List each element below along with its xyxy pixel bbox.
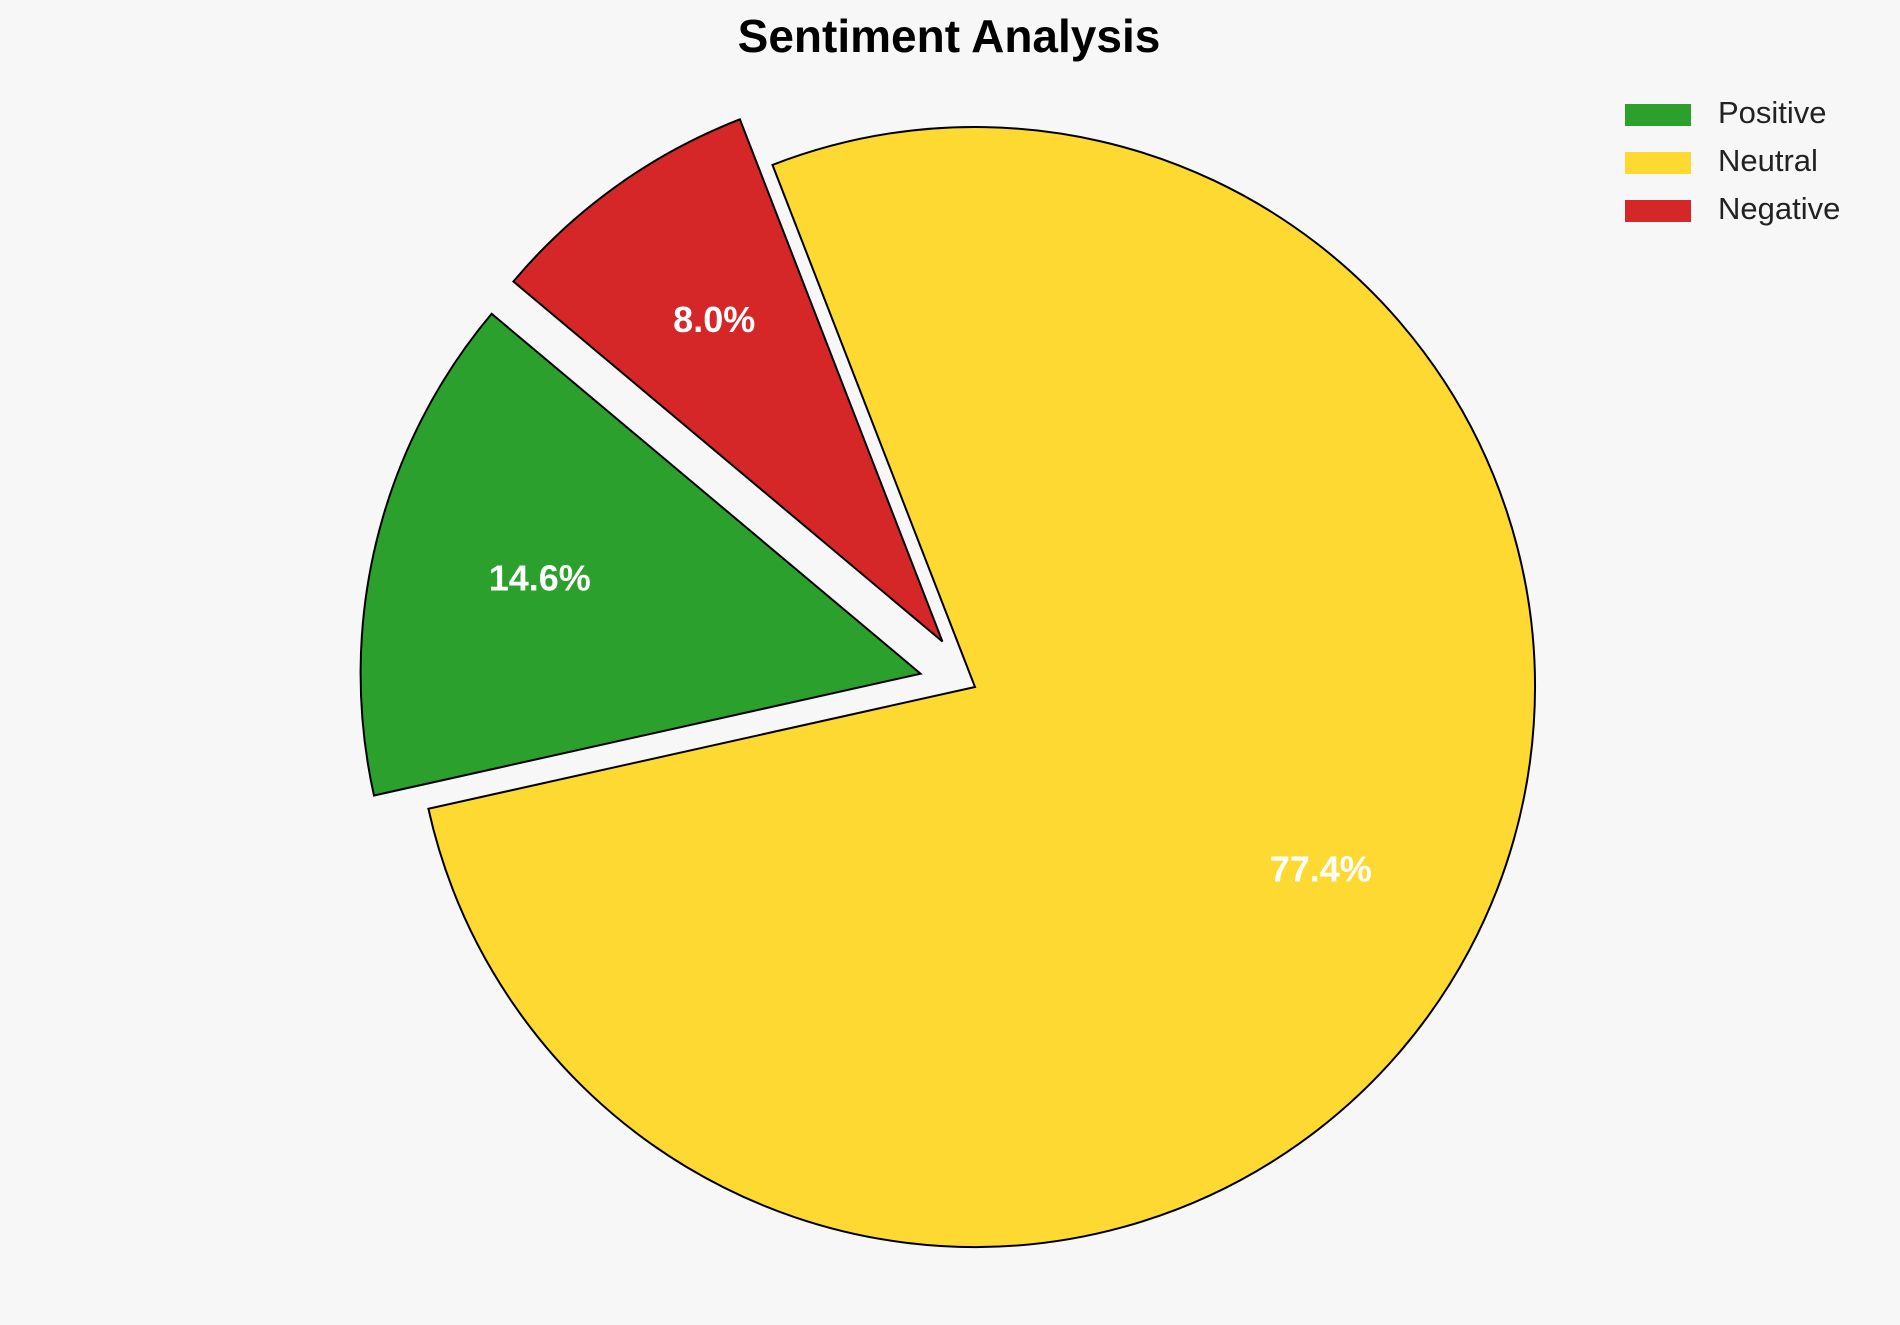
legend-label: Negative xyxy=(1718,191,1840,226)
pie-slice xyxy=(359,312,923,797)
slice-label: 77.4% xyxy=(1270,848,1372,889)
legend-swatch xyxy=(1625,200,1691,222)
chart-title: Sentiment Analysis xyxy=(738,10,1161,62)
slice-label: 14.6% xyxy=(489,557,591,598)
pie-slice xyxy=(512,118,944,643)
legend-label: Positive xyxy=(1718,95,1827,130)
legend-label: Neutral xyxy=(1718,143,1818,178)
legend-swatch xyxy=(1625,152,1691,174)
pie-slice xyxy=(427,126,1536,1248)
legend-swatch xyxy=(1625,104,1691,126)
slice-label: 8.0% xyxy=(673,299,755,340)
